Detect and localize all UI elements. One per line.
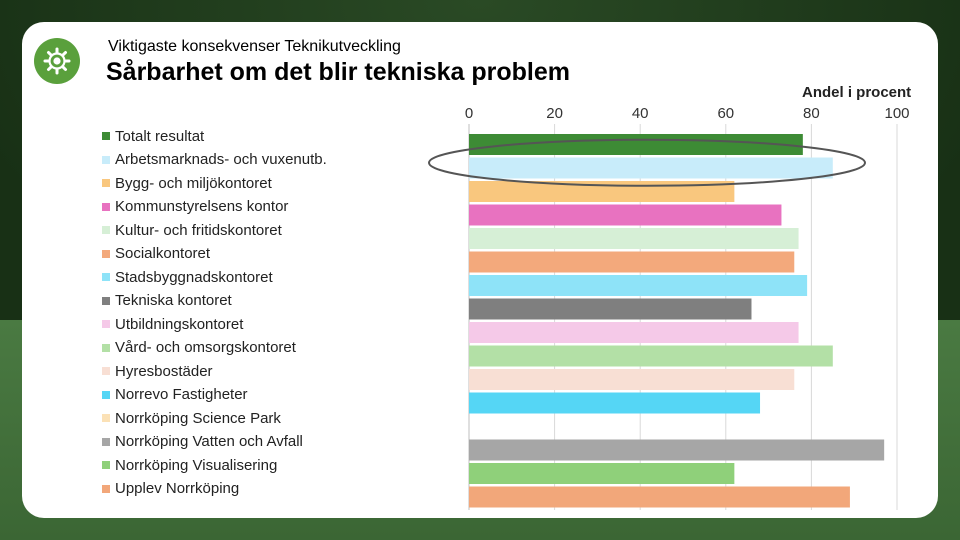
legend-label: Stadsbyggnadskontoret xyxy=(115,268,273,286)
bar xyxy=(469,392,761,414)
legend-item: Socialkontoret xyxy=(102,244,210,264)
legend-label: Kultur- och fritidskontoret xyxy=(115,221,282,239)
legend-swatch xyxy=(102,179,110,187)
legend-swatch xyxy=(102,461,110,469)
legend-item: Norrköping Visualisering xyxy=(102,455,277,475)
legend-item: Totalt resultat xyxy=(102,126,204,146)
bar xyxy=(469,486,850,508)
legend-item: Norrevo Fastigheter xyxy=(102,385,248,405)
x-tick-label: 100 xyxy=(884,105,909,122)
slide-title: Sårbarhet om det blir tekniska problem xyxy=(106,58,571,86)
legend-label: Tekniska kontoret xyxy=(115,292,232,309)
legend-item: Stadsbyggnadskontoret xyxy=(102,267,273,287)
logo xyxy=(34,38,80,84)
legend-label: Utbildningskontoret xyxy=(115,315,244,333)
legend-swatch xyxy=(102,155,110,164)
legend-swatch xyxy=(102,484,110,493)
legend-swatch xyxy=(102,437,110,446)
legend-label: Norrköping Visualisering xyxy=(115,456,278,474)
bar xyxy=(469,345,833,367)
legend-swatch xyxy=(102,202,110,211)
legend-item: Norrköping Science Park xyxy=(102,408,281,428)
x-tick-label: 40 xyxy=(632,105,649,122)
bar xyxy=(469,369,795,390)
x-axis-label: Andel i procent xyxy=(802,84,912,101)
legend-item: Utbildningskontoret xyxy=(102,314,243,334)
bar xyxy=(469,228,799,249)
legend-item: Hyresbostäder xyxy=(102,361,213,381)
legend-label: Norrköping Science Park xyxy=(115,409,281,427)
legend-label: Hyresbostäder xyxy=(115,362,213,380)
bar xyxy=(469,181,735,202)
legend-label: Arbetsmarknads- och vuxenutb. xyxy=(115,151,327,168)
legend-item: Upplev Norrköping xyxy=(102,479,239,499)
legend-item: Tekniska kontoret xyxy=(102,291,232,311)
bar xyxy=(469,157,833,179)
legend-label: Kommunstyrelsens kontor xyxy=(115,198,289,215)
legend-label: Bygg- och miljökontoret xyxy=(115,174,272,192)
legend-swatch xyxy=(102,414,110,422)
legend-swatch xyxy=(102,367,110,375)
gear-icon xyxy=(43,47,71,75)
slide-subtitle: Viktigaste konsekvenser Teknikutveckling xyxy=(108,38,401,55)
legend-label: Norrköping Vatten och Avfall xyxy=(115,433,303,450)
legend-swatch xyxy=(102,249,110,258)
legend-swatch xyxy=(102,273,110,281)
x-tick-label: 80 xyxy=(803,105,820,122)
legend-item: Kommunstyrelsens kontor xyxy=(102,197,288,217)
bar xyxy=(469,251,795,273)
legend-item: Bygg- och miljökontoret xyxy=(102,173,272,193)
bar xyxy=(469,275,808,296)
bar xyxy=(469,298,752,320)
bar xyxy=(469,463,735,484)
legend-swatch xyxy=(102,132,110,140)
legend-swatch xyxy=(102,343,110,352)
bar xyxy=(469,439,885,461)
legend-swatch xyxy=(102,296,110,305)
legend-label: Norrevo Fastigheter xyxy=(115,386,248,403)
x-tick-label: 20 xyxy=(546,105,563,122)
legend-item: Kultur- och fritidskontoret xyxy=(102,220,282,240)
legend-swatch xyxy=(102,226,110,234)
legend-swatch xyxy=(102,320,110,328)
legend-label: Upplev Norrköping xyxy=(115,480,240,497)
bar xyxy=(469,204,782,226)
bar xyxy=(469,134,803,155)
bar xyxy=(469,322,799,343)
legend-label: Totalt resultat xyxy=(115,127,205,145)
legend-item: Vård- och omsorgskontoret xyxy=(102,338,296,358)
highlight-ellipse xyxy=(428,138,866,187)
legend-label: Socialkontoret xyxy=(115,245,211,262)
legend-swatch xyxy=(102,390,110,399)
legend-item: Norrköping Vatten och Avfall xyxy=(102,432,303,452)
legend-item: Arbetsmarknads- och vuxenutb. xyxy=(102,150,327,170)
x-tick-label: 0 xyxy=(465,105,473,122)
x-tick-label: 60 xyxy=(717,105,734,122)
legend-label: Vård- och omsorgskontoret xyxy=(115,339,296,356)
